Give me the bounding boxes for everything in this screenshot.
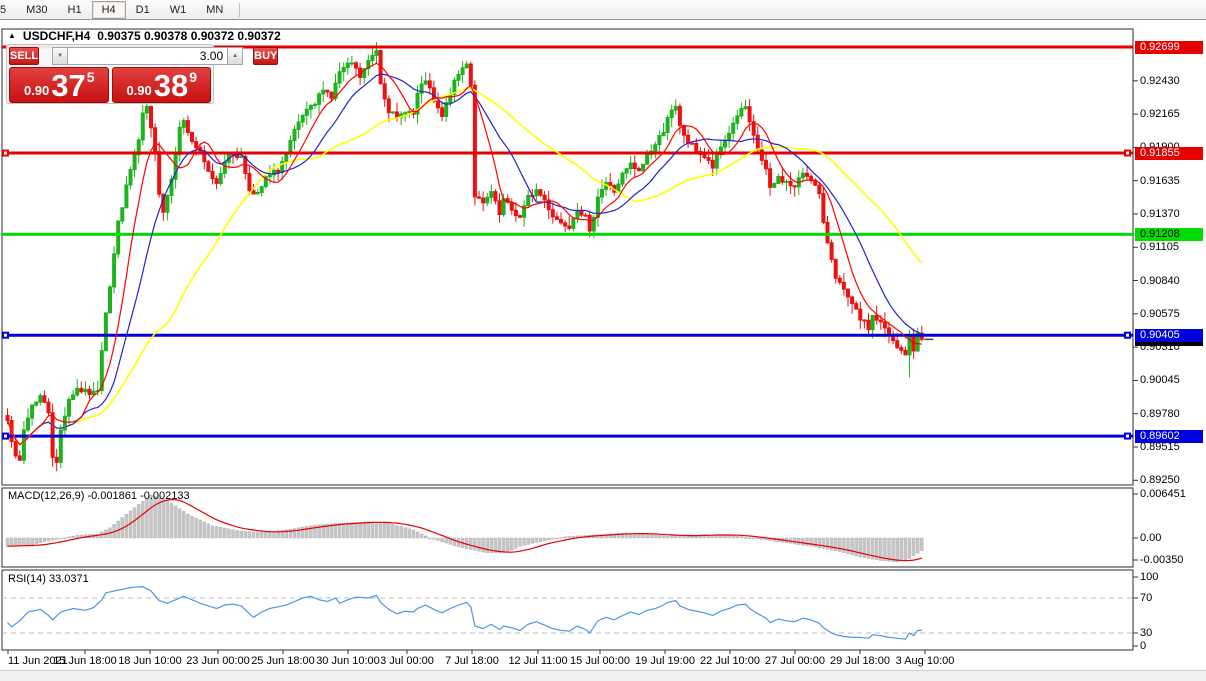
level-drag-handle-center <box>4 333 7 337</box>
rsi-axis-label: 70 <box>1140 592 1153 604</box>
chart-ohlc-header: ▲ USDCHF,H4 0.90375 0.90378 0.90372 0.90… <box>8 29 281 43</box>
price-level-badge: 0.92699 <box>1135 40 1203 54</box>
time-axis-label: 18 Jun 10:00 <box>118 655 182 667</box>
price-level-badge: 0.89602 <box>1135 429 1203 443</box>
price-level-badge: 0.91855 <box>1135 146 1203 160</box>
sell-price-main: 37 <box>51 68 86 103</box>
price-axis-tick-label: 0.91635 <box>1140 174 1180 187</box>
timeframe-button-5[interactable]: 5 <box>0 3 7 16</box>
macd-axis-label: 0.00 <box>1140 532 1162 544</box>
buy-price-display[interactable]: 0.90 38 9 <box>111 67 211 103</box>
price-chart-canvas[interactable] <box>0 20 1206 670</box>
ma-fast-line <box>6 62 922 446</box>
time-axis-label: 22 Jul 10:00 <box>700 655 760 667</box>
timeframe-button-h1[interactable]: H1 <box>67 3 82 16</box>
one-click-trading-panel: SELL ▼ ▲ BUY 0.90 37 5 0.90 38 9 <box>6 44 279 104</box>
volume-decrease-icon[interactable]: ▼ <box>52 47 69 65</box>
price-axis-tick-label: 0.89780 <box>1140 407 1180 420</box>
time-axis-label: 3 Aug 10:00 <box>895 655 955 667</box>
price-axis-tick-label: 0.89250 <box>1140 474 1180 487</box>
price-level-badge: 0.91208 <box>1135 227 1203 241</box>
rsi-line <box>7 585 922 640</box>
macd-signal-line <box>7 498 922 562</box>
level-drag-handle-center <box>4 434 7 438</box>
macd-axis-label: 0.006451 <box>1140 488 1186 500</box>
timeframe-toolbar: 5 M30 H1 H4 D1 W1 MN <box>0 0 1206 20</box>
macd-axis-label: -0.00350 <box>1140 554 1184 566</box>
price-axis-tick-label: 0.91370 <box>1140 207 1180 220</box>
timeframe-button-m30[interactable]: M30 <box>26 3 48 16</box>
ma-mid-line <box>6 73 923 446</box>
sell-price-pip: 5 <box>86 69 95 85</box>
price-axis-tick-label: 0.89515 <box>1140 441 1180 453</box>
chart-window[interactable]: ▲ USDCHF,H4 0.90375 0.90378 0.90372 0.90… <box>0 20 1206 670</box>
time-axis-label: 12 Jul 11:00 <box>508 655 568 667</box>
toolbar-separator <box>239 2 241 17</box>
time-axis-label: 7 Jul 18:00 <box>445 655 499 667</box>
time-axis-label: 11 Jun 2021 <box>8 655 68 667</box>
price-axis-tick-label: 0.91105 <box>1140 241 1179 254</box>
sell-price-prefix: 0.90 <box>23 83 50 98</box>
panel-border <box>1 569 1134 651</box>
level-drag-handle-center <box>1126 333 1129 337</box>
buy-button[interactable]: BUY <box>253 47 279 65</box>
timeframe-button-w1[interactable]: W1 <box>169 3 187 16</box>
panel-border <box>1 28 1134 486</box>
time-axis-label: 3 Jul 00:00 <box>380 655 434 667</box>
status-strip <box>0 670 1206 681</box>
time-axis-label: 15 Jun 18:00 <box>53 655 117 667</box>
price-axis-tick-label: 0.90575 <box>1140 307 1180 320</box>
buy-price-main: 38 <box>153 68 189 103</box>
ohlc-values: 0.90375 0.90378 0.90372 0.90372 <box>97 29 281 43</box>
buy-price-pip: 9 <box>189 69 198 85</box>
buy-price-prefix: 0.90 <box>126 83 152 98</box>
macd-indicator-label: MACD(12,26,9) -0.001861 -0.002133 <box>8 490 190 502</box>
timeframe-buttons: 5 M30 H1 H4 D1 W1 MN <box>0 0 233 19</box>
volume-increase-icon[interactable]: ▲ <box>227 47 244 65</box>
price-axis-tick-label: 0.92165 <box>1140 108 1180 121</box>
ma-slow-line <box>6 87 923 446</box>
sell-button[interactable]: SELL <box>9 47 40 65</box>
symbol-label: USDCHF,H4 <box>22 29 91 43</box>
price-axis-tick-label: 0.90045 <box>1140 374 1180 387</box>
rsi-axis-label: 30 <box>1140 627 1153 639</box>
time-axis-label: 29 Jul 18:00 <box>830 655 890 667</box>
timeframe-button-mn[interactable]: MN <box>206 3 224 16</box>
timeframe-button-d1[interactable]: D1 <box>135 3 150 16</box>
price-axis-tick-label: 0.92430 <box>1140 74 1180 87</box>
collapse-chart-icon[interactable]: ▲ <box>8 30 16 40</box>
level-drag-handle-center <box>1126 151 1129 155</box>
rsi-axis-label: 100 <box>1140 571 1159 583</box>
rsi-indicator-label: RSI(14) 33.0371 <box>8 573 89 585</box>
price-axis-tick-label: 0.90840 <box>1140 274 1180 287</box>
time-axis-label: 23 Jun 00:00 <box>186 655 250 667</box>
price-level-badge: 0.90405 <box>1135 328 1203 342</box>
volume-input[interactable] <box>68 47 228 65</box>
time-axis-label: 19 Jul 19:00 <box>635 655 695 667</box>
rsi-axis-label: 0 <box>1140 640 1147 652</box>
level-drag-handle-center <box>4 151 7 155</box>
sell-price-display[interactable]: 0.90 37 5 <box>9 67 109 103</box>
time-axis-label: 30 Jun 10:00 <box>316 655 380 667</box>
time-axis-label: 27 Jul 00:00 <box>765 655 825 667</box>
level-drag-handle-center <box>1126 434 1129 438</box>
time-axis-label: 15 Jul 00:00 <box>570 655 630 667</box>
volume-spinner: ▼ ▲ <box>52 47 244 65</box>
timeframe-button-h4[interactable]: H4 <box>91 0 126 19</box>
time-axis-label: 25 Jun 18:00 <box>251 655 315 667</box>
